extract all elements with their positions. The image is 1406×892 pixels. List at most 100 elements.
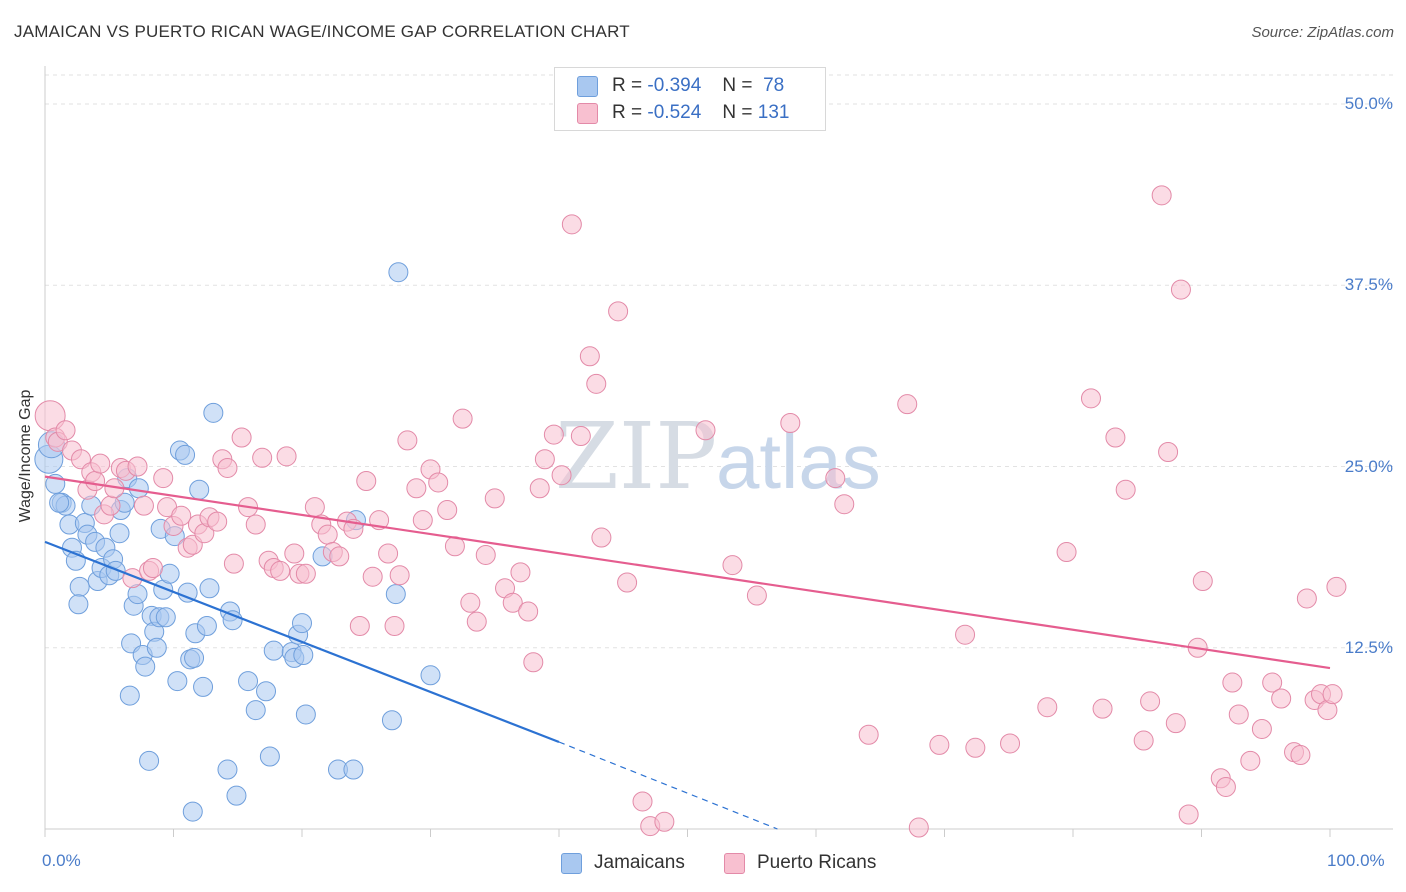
data-point xyxy=(55,420,76,441)
data-point xyxy=(238,671,259,692)
data-point xyxy=(1192,571,1213,592)
data-point xyxy=(217,457,238,478)
data-point xyxy=(68,594,89,615)
data-point xyxy=(293,645,314,665)
data-point xyxy=(49,492,70,513)
legend-row-puerto-ricans: R = -0.524 N = 131 xyxy=(577,100,789,126)
data-point xyxy=(397,430,418,451)
data-point xyxy=(171,505,192,526)
data-point xyxy=(475,544,496,565)
data-point xyxy=(1056,542,1077,563)
data-point xyxy=(295,704,316,725)
data-point xyxy=(90,453,111,474)
data-point xyxy=(484,488,505,509)
data-point xyxy=(1240,750,1261,771)
data-point xyxy=(256,681,277,702)
data-point xyxy=(284,543,305,564)
x-tick-right: 100.0% xyxy=(1327,851,1385,870)
series-puerto-ricans xyxy=(34,185,1347,838)
data-point xyxy=(384,616,405,636)
data-point xyxy=(263,640,284,661)
data-point xyxy=(128,478,149,499)
data-point xyxy=(142,558,163,578)
data-point xyxy=(1326,576,1347,597)
data-point xyxy=(420,665,441,686)
data-point xyxy=(133,495,154,516)
data-point xyxy=(834,494,855,515)
chart-title: JAMAICAN VS PUERTO RICAN WAGE/INCOME GAP… xyxy=(14,22,630,41)
data-point xyxy=(1222,672,1243,693)
data-point xyxy=(955,624,976,645)
data-point xyxy=(343,759,364,780)
data-point xyxy=(452,408,473,429)
data-point xyxy=(105,560,126,581)
data-point xyxy=(184,647,205,668)
correlation-legend: R = -0.394 N = 78 R = -0.524 N = 131 xyxy=(554,67,826,131)
y-tick-label: 37.5% xyxy=(1344,275,1393,295)
data-point xyxy=(378,543,399,564)
data-point xyxy=(1165,713,1186,734)
y-tick-label: 50.0% xyxy=(1344,94,1393,113)
data-point xyxy=(466,611,487,632)
data-point xyxy=(529,478,550,499)
data-point xyxy=(1170,279,1191,300)
data-point xyxy=(259,746,280,767)
data-point xyxy=(1158,442,1179,462)
data-point xyxy=(428,472,449,493)
data-point xyxy=(1262,672,1283,693)
data-point xyxy=(304,497,325,518)
data-point xyxy=(199,578,220,599)
data-point xyxy=(207,511,228,532)
data-point xyxy=(329,546,350,567)
data-point xyxy=(167,671,188,692)
data-point xyxy=(109,523,130,544)
data-point xyxy=(722,555,743,576)
data-point xyxy=(1178,804,1199,825)
data-point xyxy=(1080,388,1101,409)
bottom-legend-puerto-ricans: Puerto Ricans xyxy=(724,852,876,874)
data-point xyxy=(222,610,243,631)
legend-n-value: 131 xyxy=(757,102,790,123)
data-point xyxy=(502,592,523,613)
data-point xyxy=(189,479,210,500)
data-point xyxy=(385,584,406,605)
data-point xyxy=(362,566,383,587)
y-tick-label: 25.0% xyxy=(1344,456,1393,476)
data-point xyxy=(135,656,156,677)
bottom-legend-label: Puerto Ricans xyxy=(757,852,877,873)
trend-line-puerto-ricans xyxy=(44,475,1331,670)
data-point xyxy=(965,737,986,758)
legend-r-label: R = xyxy=(612,75,643,96)
data-point xyxy=(586,373,607,394)
legend-r-value: -0.394 xyxy=(647,75,702,96)
data-point xyxy=(1037,697,1058,718)
x-tick-left: 0.0% xyxy=(42,851,81,870)
data-point xyxy=(317,524,338,545)
data-point xyxy=(223,553,244,574)
data-point xyxy=(654,811,675,832)
data-point xyxy=(159,563,180,584)
data-point xyxy=(226,785,247,806)
data-point xyxy=(276,446,297,467)
data-point xyxy=(460,592,481,613)
data-point xyxy=(388,262,409,283)
data-point xyxy=(155,607,176,628)
series-jamaicans xyxy=(34,262,441,822)
data-point xyxy=(196,616,217,636)
data-point xyxy=(523,652,544,673)
trend-line-jamaicans xyxy=(44,540,560,744)
data-point xyxy=(1140,691,1161,712)
data-point xyxy=(406,478,427,499)
data-point xyxy=(695,420,716,441)
data-point xyxy=(929,734,950,755)
data-point xyxy=(1322,684,1343,705)
data-point xyxy=(780,413,801,433)
data-point xyxy=(146,637,167,658)
data-point xyxy=(139,750,160,771)
legend-r-label: R = xyxy=(612,102,643,123)
data-point xyxy=(203,402,224,423)
watermark-atlas: atlas xyxy=(716,417,881,505)
bottom-legend-label: Jamaicans xyxy=(594,852,685,873)
data-point xyxy=(1092,698,1113,719)
